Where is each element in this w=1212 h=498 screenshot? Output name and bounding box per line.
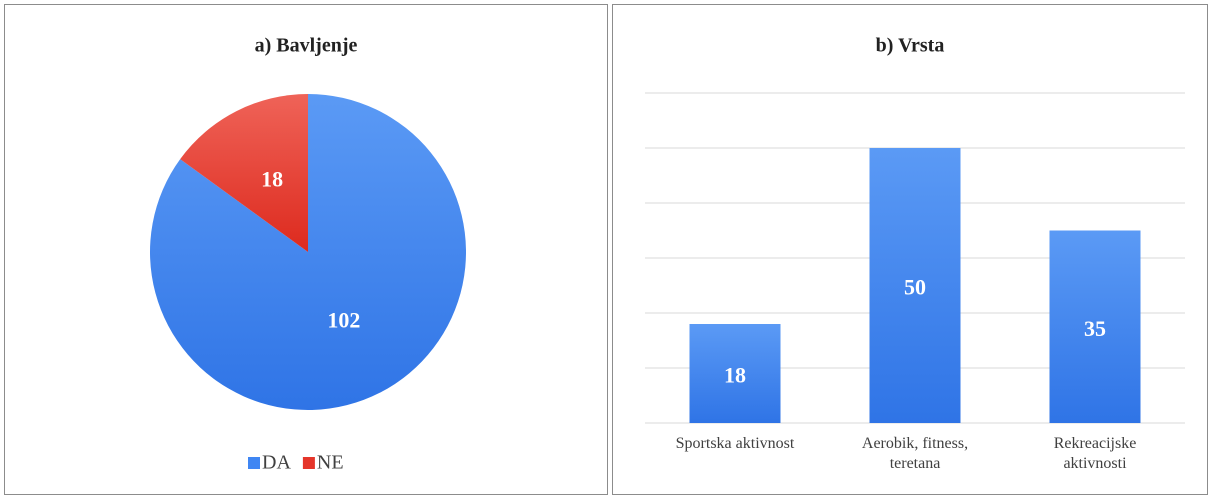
bar (869, 148, 961, 423)
chart-title: b) Vrsta (876, 35, 945, 57)
x-tick-label: Aerobik, fitness, teretana (862, 435, 968, 472)
legend-swatch (302, 457, 315, 469)
bar (689, 324, 781, 423)
x-tick-label: Sportska aktivnost (676, 435, 795, 452)
legend-swatch (248, 457, 260, 469)
chart-title: a) Bavljenje (255, 35, 358, 57)
data-label: 18 (724, 363, 746, 388)
legend-label: NE (317, 452, 344, 474)
legend-label: DA (262, 452, 291, 474)
bar (1049, 230, 1141, 423)
data-label: 18 (261, 167, 283, 192)
x-tick-label: Rekreacijske aktivnosti (1054, 435, 1137, 472)
pie-slice (180, 94, 308, 252)
data-label: 102 (327, 307, 360, 332)
data-label: 35 (1084, 316, 1106, 341)
data-label: 50 (904, 275, 926, 300)
